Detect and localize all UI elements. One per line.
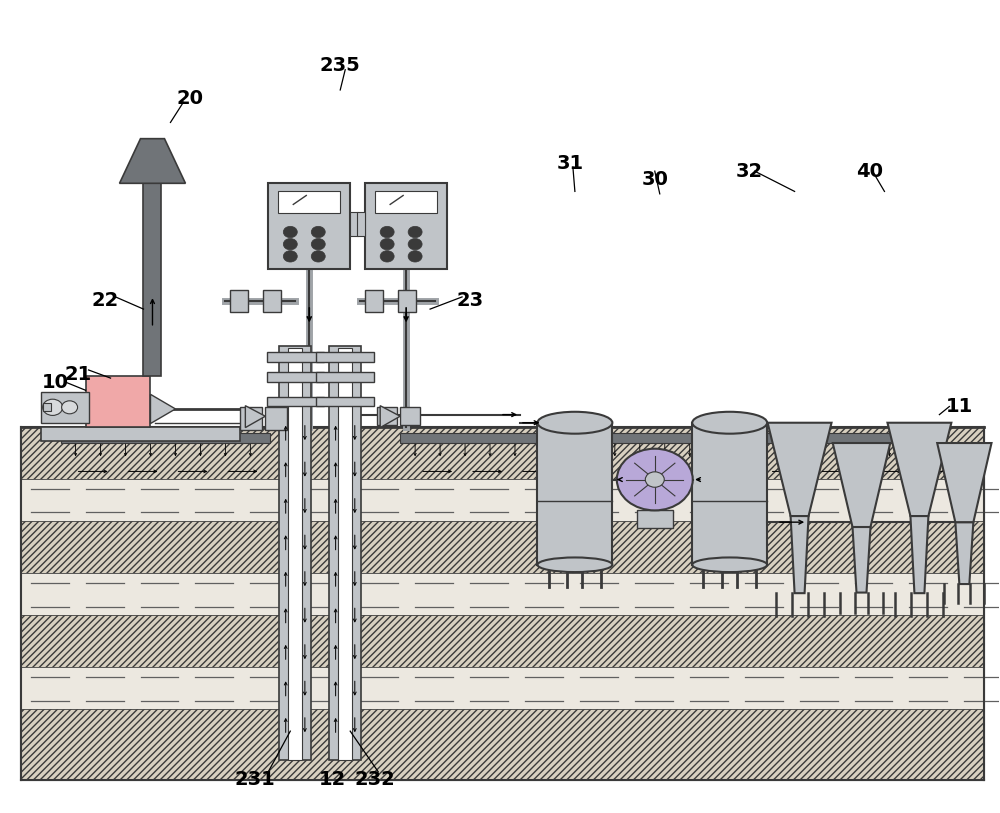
Bar	[265, 407, 287, 430]
Polygon shape	[910, 516, 928, 593]
Bar	[637, 511, 673, 528]
Bar	[21, 521, 984, 572]
Ellipse shape	[537, 558, 612, 572]
Bar	[279, 346, 311, 759]
Text: 23: 23	[456, 292, 484, 311]
Bar	[357, 211, 365, 236]
Polygon shape	[150, 394, 175, 424]
Text: 10: 10	[42, 372, 69, 392]
Circle shape	[311, 226, 325, 237]
Text: 31: 31	[556, 154, 583, 172]
Bar	[400, 433, 944, 443]
Bar	[263, 289, 281, 312]
Bar	[61, 433, 270, 443]
Circle shape	[645, 472, 664, 487]
Bar	[350, 211, 358, 236]
Polygon shape	[853, 527, 870, 593]
Circle shape	[311, 250, 325, 262]
Circle shape	[311, 238, 325, 250]
Bar	[268, 183, 350, 268]
Circle shape	[380, 226, 394, 237]
Bar	[267, 397, 324, 406]
Bar	[365, 289, 383, 312]
Polygon shape	[245, 406, 265, 428]
Bar	[400, 407, 420, 425]
Bar	[267, 372, 324, 382]
Bar	[21, 667, 984, 709]
Polygon shape	[955, 523, 973, 584]
Bar	[41, 427, 240, 441]
Polygon shape	[833, 443, 890, 527]
Bar	[329, 346, 361, 759]
Text: 12: 12	[319, 771, 346, 789]
Text: 232: 232	[355, 771, 396, 789]
Bar	[316, 397, 374, 406]
Text: 30: 30	[641, 170, 668, 189]
Bar	[278, 190, 340, 213]
Ellipse shape	[692, 558, 767, 572]
Bar	[21, 427, 984, 479]
Bar	[316, 352, 374, 362]
Circle shape	[380, 250, 394, 262]
Polygon shape	[791, 516, 809, 593]
Bar	[288, 348, 302, 759]
Circle shape	[617, 449, 693, 511]
Text: 235: 235	[320, 56, 361, 75]
Bar	[240, 407, 262, 430]
Polygon shape	[937, 443, 992, 523]
Text: 32: 32	[736, 162, 763, 180]
Bar	[316, 372, 374, 382]
Text: 40: 40	[856, 162, 883, 180]
Bar	[338, 348, 352, 759]
Polygon shape	[768, 423, 832, 516]
Polygon shape	[887, 423, 951, 516]
Bar	[143, 183, 161, 376]
Bar	[21, 709, 984, 780]
Circle shape	[408, 226, 422, 237]
Bar	[21, 479, 984, 521]
Bar	[86, 376, 150, 427]
Text: 21: 21	[65, 364, 92, 384]
Bar	[537, 423, 612, 565]
Bar	[375, 190, 437, 213]
Circle shape	[408, 250, 422, 262]
Text: 22: 22	[92, 292, 119, 311]
Ellipse shape	[537, 411, 612, 433]
Circle shape	[283, 226, 297, 237]
Bar	[41, 392, 89, 423]
Circle shape	[283, 250, 297, 262]
Text: 231: 231	[235, 771, 276, 789]
Bar	[230, 289, 248, 312]
Polygon shape	[120, 139, 185, 183]
Circle shape	[408, 238, 422, 250]
Bar	[377, 407, 397, 425]
Text: 11: 11	[946, 397, 973, 416]
Bar	[398, 289, 416, 312]
Bar	[21, 427, 984, 780]
Bar	[267, 352, 324, 362]
Bar	[21, 615, 984, 667]
Circle shape	[43, 399, 63, 415]
Bar	[21, 572, 984, 615]
Circle shape	[380, 238, 394, 250]
Circle shape	[62, 401, 78, 414]
Polygon shape	[380, 406, 400, 428]
Ellipse shape	[692, 411, 767, 433]
Bar	[692, 423, 767, 565]
Bar	[43, 403, 51, 411]
Circle shape	[283, 238, 297, 250]
Text: 20: 20	[177, 89, 204, 107]
Bar	[365, 183, 447, 268]
